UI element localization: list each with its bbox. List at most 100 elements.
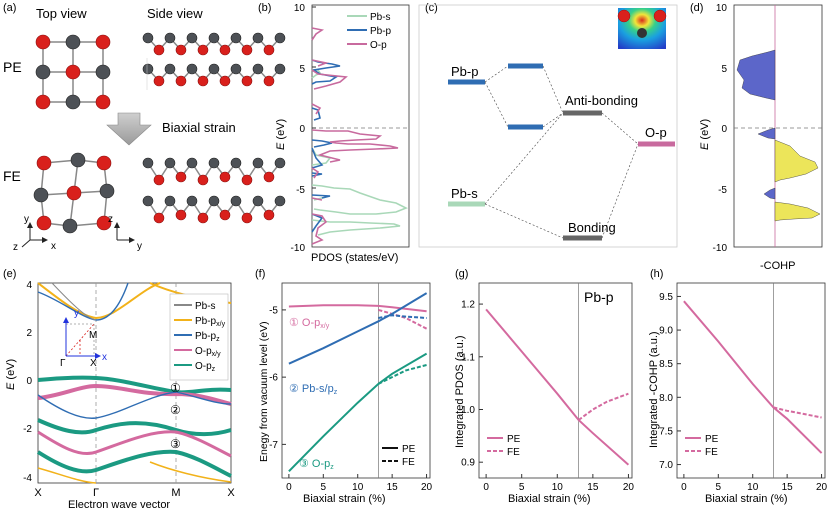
y-tick-label: 1.1 (461, 352, 475, 363)
panel-e: (e) 4 2 0 -2 -4 E (eV) X Γ M X Electron … (3, 268, 235, 511)
b-ytick-m10: -10 (291, 243, 306, 254)
h-legend-fe: FE (705, 447, 718, 458)
e-legend-opz: O-pz (195, 361, 216, 373)
biaxial-strain-arrow-label: Biaxial strain (162, 120, 236, 135)
o-atom (153, 174, 165, 186)
x-tick-label: 20 (421, 482, 433, 493)
legend-pbp: Pb-p (370, 26, 392, 37)
o-atom (66, 185, 82, 201)
pb-atom (70, 152, 86, 168)
inset-y-label: y (74, 308, 79, 319)
x-tick-label: 15 (782, 482, 794, 493)
cohp-bonding-fill (774, 139, 821, 222)
pb-atom (230, 32, 242, 44)
o-atom (35, 94, 51, 110)
panel-f-legend: PE FE (382, 444, 416, 468)
o-atom (95, 94, 111, 110)
x-tick-label: 20 (816, 482, 828, 493)
panel-f-frame (281, 282, 431, 479)
band-pbp-blue (37, 282, 129, 321)
top-view-label: Top view (36, 6, 87, 21)
bonding-label: Bonding (568, 220, 616, 235)
o-atom (36, 155, 52, 171)
e-legend-pbs: Pb-s (195, 301, 216, 312)
f-label-opxy: ① O-px/y (289, 317, 330, 330)
pb-atom (252, 157, 264, 169)
o-atom (241, 75, 253, 87)
x-tick-label: 20 (623, 482, 635, 493)
panel-e-kpoints: X Γ M X (34, 487, 235, 499)
pb-atom (186, 195, 198, 207)
b-ytick-10: 10 (294, 3, 306, 14)
kpoint-gamma: Γ (93, 487, 99, 499)
series-line--pb-s-pz-fe (378, 314, 427, 319)
pb-atom (62, 218, 78, 234)
panel-e-xlabel: Electron wave vector (68, 499, 170, 511)
y-tick-label: 1.2 (461, 300, 475, 311)
e-ytick-0: 0 (26, 376, 32, 387)
o-atom (263, 44, 275, 56)
o-atom (35, 34, 51, 50)
band-bottom-gold (37, 461, 232, 484)
b-ytick-0: 0 (299, 124, 305, 135)
pbs-level-label: Pb-s (451, 186, 478, 201)
d-ytick-0: 0 (721, 124, 727, 135)
y-tick-label: -5 (269, 305, 278, 316)
f-legend-fe: FE (402, 457, 415, 468)
series-line-pe (683, 300, 823, 454)
axis-z2-label: z (108, 214, 113, 225)
b-ytick-m5: -5 (296, 185, 305, 196)
marker-3: ③ (170, 437, 181, 451)
series-line-fe (773, 406, 822, 419)
x-tick-label: 10 (552, 482, 564, 493)
pb-atom (142, 195, 154, 207)
pb-atom (35, 64, 51, 80)
o-atom (153, 44, 165, 56)
pb-atom (274, 195, 286, 207)
panel-b: (b) 10 5 0 -5 -10 E (eV) PDOS (states/eV… (258, 2, 410, 264)
axes-indicator-side-view: z y (108, 214, 142, 252)
cohp-fill (736, 49, 821, 222)
x-tick-label: 5 (519, 482, 525, 493)
inset-xpt-label: X (90, 358, 97, 369)
o-atom (219, 44, 231, 56)
panel-e-yticks: 4 2 0 -2 -4 (23, 280, 32, 484)
d-ytick-m10: -10 (713, 243, 728, 254)
y-tick-label: 8.5 (659, 359, 673, 370)
y-tick-label: -6 (269, 373, 278, 384)
panel-h-frame (676, 282, 826, 479)
pb-atom (274, 32, 286, 44)
legend-pbs: Pb-s (370, 12, 391, 23)
series-line--o-pz-pe (288, 352, 428, 473)
d-ytick-5: 5 (721, 64, 727, 75)
x-tick-label: 0 (681, 482, 687, 493)
o-atom (197, 174, 209, 186)
o-atom (96, 155, 112, 171)
g-legend-pe: PE (507, 434, 521, 445)
energy-levels (448, 63, 675, 241)
pb-atom (142, 157, 154, 169)
panel-g-xlabel: Biaxial strain (%) (508, 493, 591, 505)
panel-g-plot: 0 5 10 15 20 1.2 1.1 1.0 0.9 (461, 283, 634, 493)
panel-f-plot: 0 5 10 15 20 -5 -6 -7 (269, 283, 433, 493)
o-atom (197, 44, 209, 56)
pb-atom (208, 195, 220, 207)
axes-indicator-top-view: y x z (13, 214, 56, 253)
o-atom (263, 209, 275, 221)
x-tick-label: 15 (587, 482, 599, 493)
strain-arrow-icon (106, 112, 152, 146)
atomic-structures (33, 32, 286, 234)
series-line--o-pz-fe (377, 364, 427, 385)
pb-atom (99, 183, 115, 199)
inset-gamma-label: Γ (60, 358, 66, 369)
panel-d-label: (d) (690, 2, 703, 14)
y-tick-label: 9.5 (659, 292, 673, 303)
e-ytick-2: 2 (26, 328, 32, 339)
legend-op: O-p (370, 40, 387, 51)
bz-inset: y x M Γ X (60, 308, 107, 369)
x-tick-label: 15 (387, 482, 399, 493)
panel-e-frame (37, 282, 232, 484)
panel-d-ylabel: E (eV) (699, 119, 711, 150)
y-tick-label: 1.0 (461, 405, 475, 416)
